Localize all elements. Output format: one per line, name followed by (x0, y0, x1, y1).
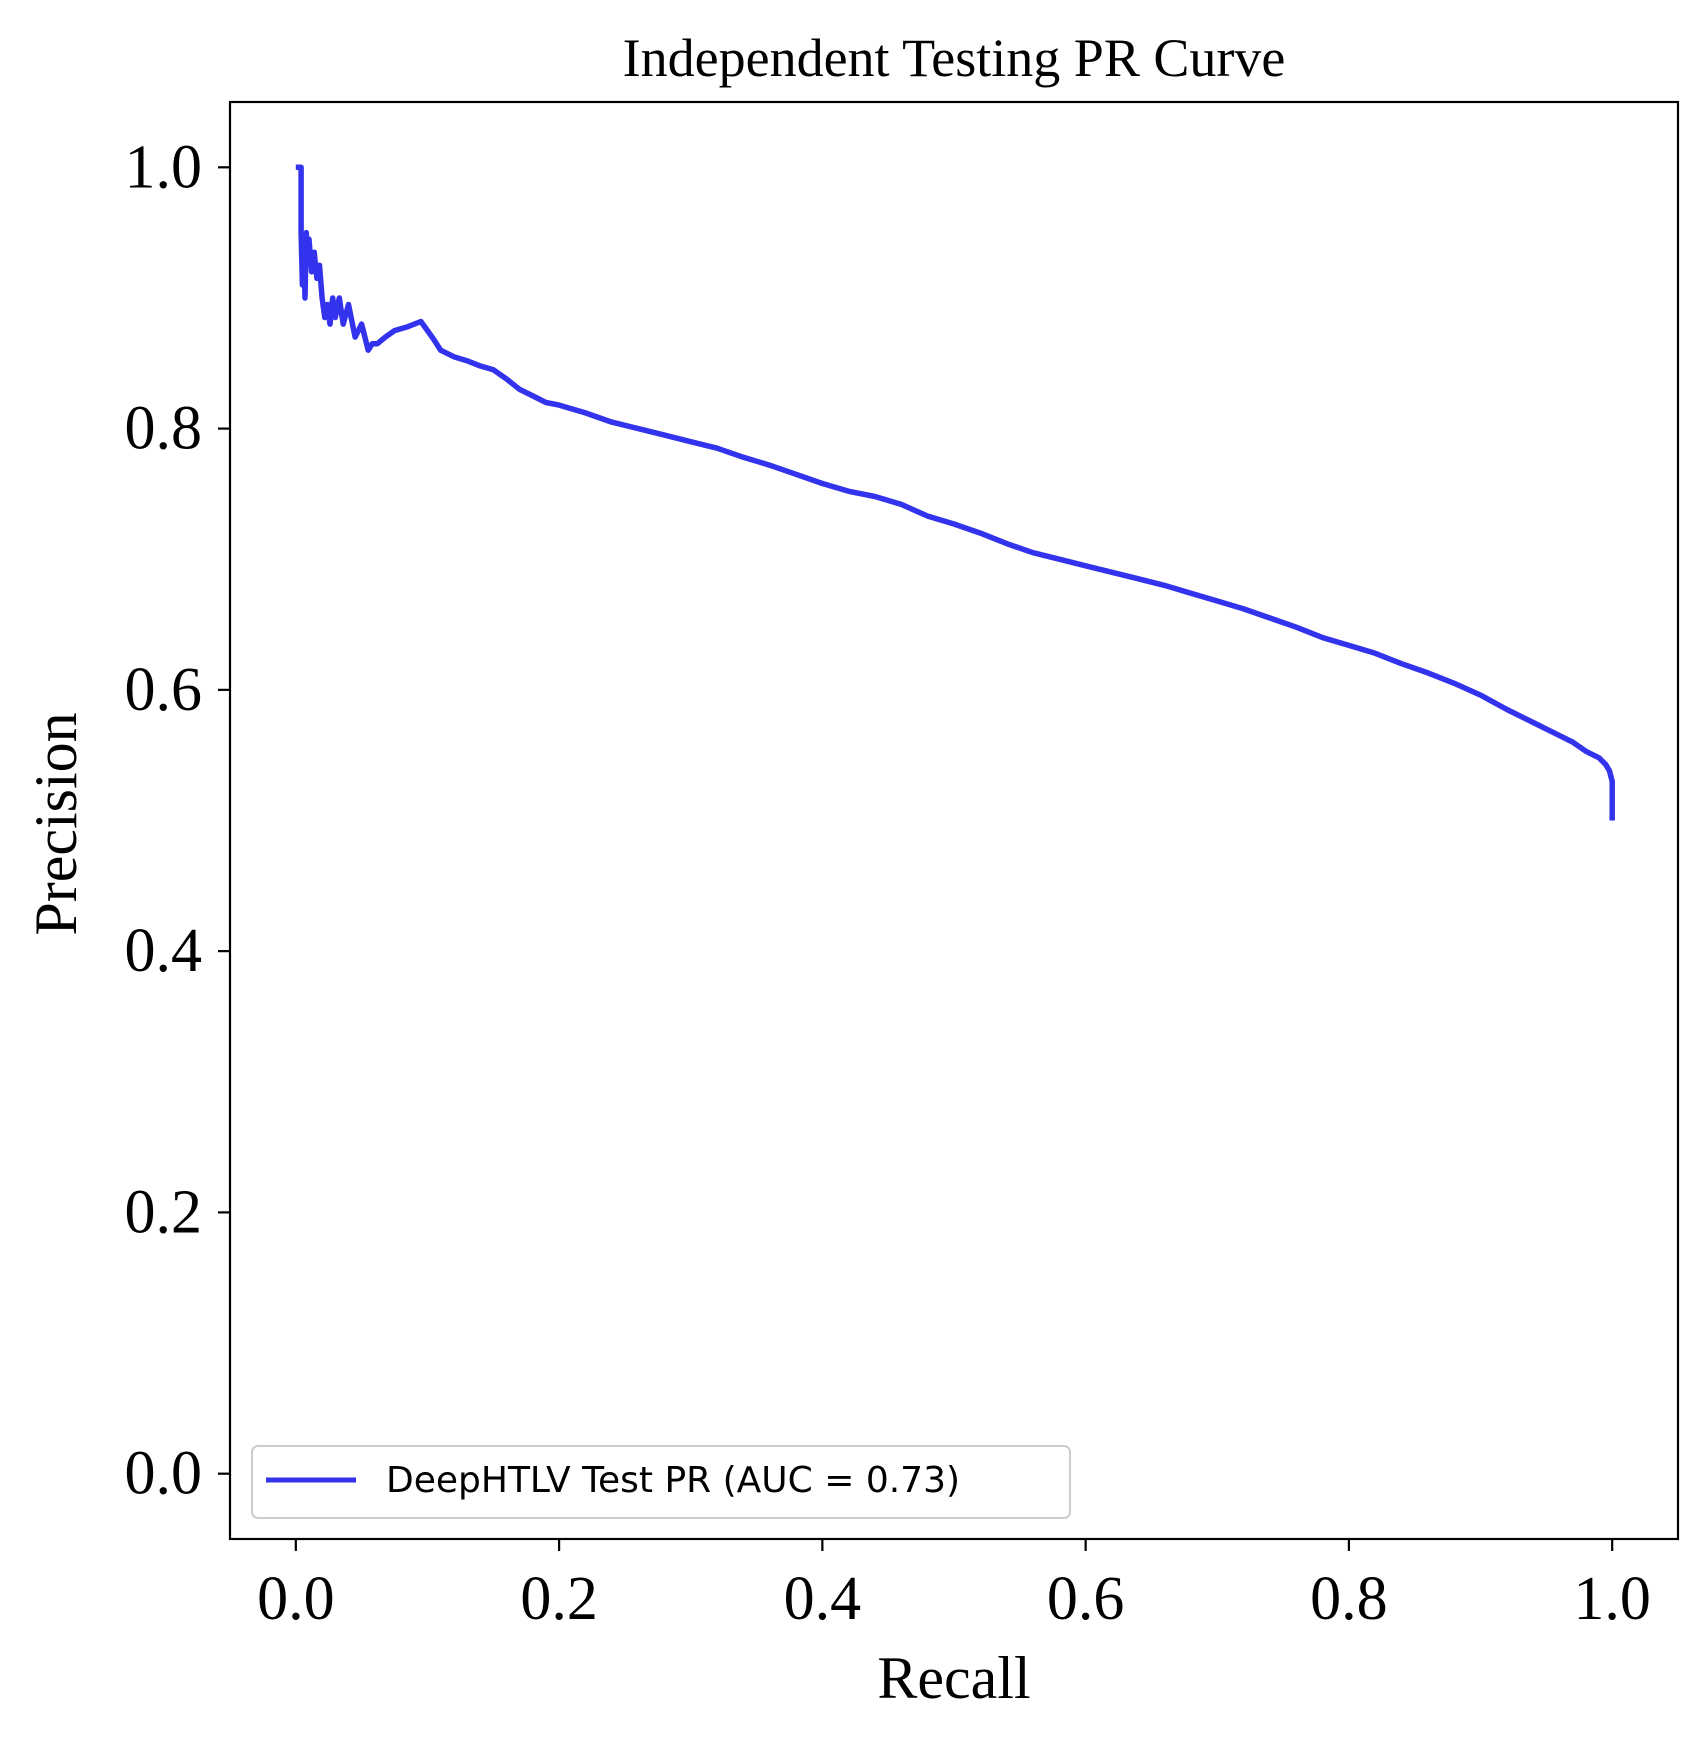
legend-box (251, 1445, 1071, 1519)
x-tick-label: 0.6 (1047, 1565, 1125, 1633)
x-axis-ticks: 0.0 0.2 0.4 0.6 0.8 1.0 (257, 1539, 1651, 1633)
x-tick-label: 0.4 (784, 1565, 862, 1633)
series-layer (295, 164, 1615, 821)
y-tick-label: 0.8 (125, 395, 203, 463)
y-tick-label: 0.4 (125, 917, 203, 985)
axes-frame (228, 100, 1680, 1541)
y-tick-label: 0.2 (125, 1178, 203, 1246)
x-tick-label: 0.8 (1310, 1565, 1388, 1633)
x-tick-label: 1.0 (1573, 1565, 1651, 1633)
x-tick-label: 0.0 (257, 1565, 335, 1633)
y-axis-label: Precision (23, 712, 89, 935)
plot-area: 0.0 0.2 0.4 0.6 0.8 1.0 0.0 0.2 0.4 0.6 0.8 1.0 (125, 100, 1680, 1633)
legend-entry-label: DeepHTLV Test PR (AUC = 0.73) (386, 1460, 960, 1501)
y-tick-label: 0.6 (125, 656, 203, 724)
x-axis-label: Recall (877, 1645, 1030, 1711)
x-tick-label: 0.2 (520, 1565, 598, 1633)
y-axis-ticks: 0.0 0.2 0.4 0.6 0.8 1.0 (125, 133, 230, 1508)
chart-title: Independent Testing PR Curve (623, 28, 1286, 88)
y-tick-label: 0.0 (125, 1440, 203, 1508)
legend: DeepHTLV Test PR (AUC = 0.73) (251, 1445, 1071, 1519)
y-tick-label: 1.0 (125, 133, 203, 201)
pr-curve-line (295, 164, 1615, 821)
